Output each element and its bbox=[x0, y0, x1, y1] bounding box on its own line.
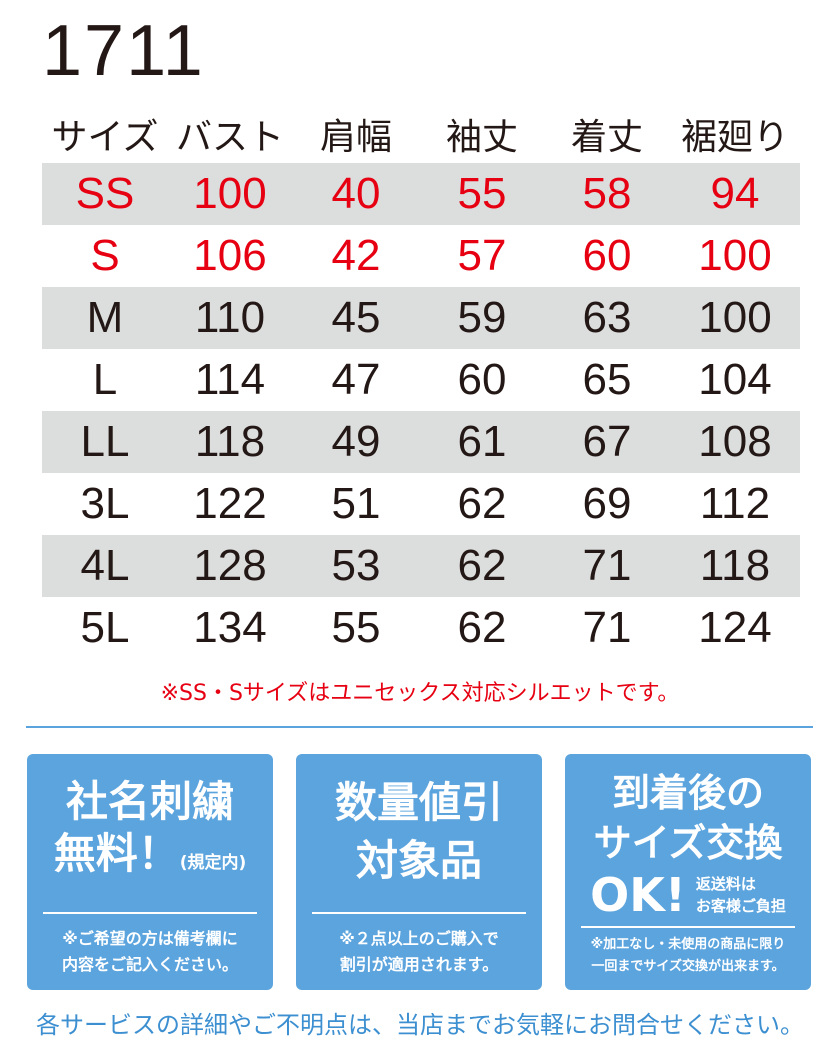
measurement-cell: 55 bbox=[457, 169, 507, 218]
note-line: ※ご希望の方は備考欄に bbox=[62, 929, 238, 948]
header-cell: 裾廻り bbox=[680, 116, 789, 158]
table-row: 5L 134 55 62 71 124 bbox=[42, 597, 800, 659]
measurement-cell: 59 bbox=[457, 293, 507, 342]
measurement-cell: 100 bbox=[698, 231, 772, 280]
measurement-cell: 122 bbox=[193, 479, 267, 528]
ok-text: OK! bbox=[590, 868, 686, 922]
measurement-cell: 69 bbox=[582, 479, 632, 528]
measurement-cell: 58 bbox=[582, 169, 632, 218]
table-row: 3L 122 51 62 69 112 bbox=[42, 473, 800, 535]
measurement-cell: 55 bbox=[331, 603, 381, 652]
measurement-cell: 124 bbox=[698, 603, 772, 652]
header-cell: サイズ bbox=[51, 116, 159, 158]
measurement-cell: 114 bbox=[194, 355, 266, 404]
divider bbox=[26, 726, 813, 728]
unisex-note: ※SS・Sサイズはユニセックス対応シルエットです。 bbox=[160, 681, 680, 706]
measurement-cell: 112 bbox=[699, 479, 771, 528]
measurement-cell: 100 bbox=[193, 169, 267, 218]
measurement-cell: 71 bbox=[582, 603, 632, 652]
box-divider bbox=[581, 926, 795, 928]
measurement-cell: 62 bbox=[457, 541, 507, 590]
size-table: サイズ バスト 肩幅 袖丈 着丈 裾廻り SS 100 40 55 58 94 S 106 42… bbox=[42, 104, 800, 659]
measurement-cell: 67 bbox=[582, 417, 632, 466]
size-label: L bbox=[92, 355, 118, 404]
measurement-cell: 63 bbox=[582, 293, 632, 342]
measurement-cell: 110 bbox=[194, 293, 266, 342]
size-label: SS bbox=[75, 169, 135, 218]
table-row: SS 100 40 55 58 94 bbox=[42, 163, 800, 225]
note-line: 一回までサイズ交換が出来ます。 bbox=[591, 959, 785, 974]
measurement-cell: 100 bbox=[698, 293, 772, 342]
measurement-cell: 53 bbox=[331, 541, 381, 590]
table-row: LL 118 49 61 67 108 bbox=[42, 411, 800, 473]
ok-row: OK! 返送料はお客様ご負担 bbox=[565, 868, 811, 922]
note-line: お客様ご負担 bbox=[695, 897, 786, 915]
size-label: 5L bbox=[80, 603, 130, 652]
size-label: S bbox=[90, 231, 120, 280]
measurement-cell: 61 bbox=[457, 417, 507, 466]
heading-line: 社名刺繍 bbox=[65, 777, 234, 826]
measurement-cell: 128 bbox=[193, 541, 267, 590]
size-label: LL bbox=[80, 417, 130, 466]
measurement-cell: 40 bbox=[331, 169, 381, 218]
table-row: M 110 45 59 63 100 bbox=[42, 287, 800, 349]
header-cell: 肩幅 bbox=[319, 116, 392, 158]
table-row: L 114 47 60 65 104 bbox=[42, 349, 800, 411]
discount-box: 数量値引対象品 ※２点以上のご購入で 割引が適用されます。 bbox=[296, 754, 542, 990]
measurement-cell: 57 bbox=[457, 231, 507, 280]
box-heading: 数量値引 対象品 bbox=[296, 774, 542, 890]
contact-footer: 各サービスの詳細やご不明点は、当店までお気軽にお問合せください。 bbox=[36, 1011, 804, 1039]
measurement-cell: 108 bbox=[698, 417, 772, 466]
measurement-cell: 65 bbox=[582, 355, 632, 404]
table-header: サイズ バスト 肩幅 袖丈 着丈 裾廻り bbox=[42, 104, 800, 163]
measurement-cell: 106 bbox=[193, 231, 267, 280]
measurement-cell: 94 bbox=[710, 169, 760, 218]
table-row: 4L 128 53 62 71 118 bbox=[42, 535, 800, 597]
box-note: ※２点以上のご購入で 割引が適用されます。 bbox=[296, 926, 542, 978]
heading-line: 対象品 bbox=[355, 836, 482, 885]
measurement-cell: 134 bbox=[193, 603, 267, 652]
box-divider bbox=[43, 912, 257, 914]
measurement-cell: 71 bbox=[582, 541, 632, 590]
heading-line: 到着後の bbox=[611, 771, 764, 815]
return-fee-note: 返送料はお客様ご負担 bbox=[696, 873, 786, 917]
measurement-cell: 42 bbox=[331, 231, 381, 280]
box-divider bbox=[312, 912, 526, 914]
measurement-cell: 104 bbox=[698, 355, 772, 404]
box-note: ※加工なし・未使用の商品に限り 一回までサイズ交換が出来ます。 bbox=[565, 934, 811, 978]
note-line: ※２点以上のご購入で bbox=[339, 929, 499, 948]
note-line: 内容をご記入ください。 bbox=[61, 955, 238, 974]
measurement-cell: 51 bbox=[331, 479, 381, 528]
size-label: 4L bbox=[80, 541, 130, 590]
heading-small: (規定内) bbox=[179, 853, 247, 873]
note-line: 割引が適用されます。 bbox=[339, 955, 499, 974]
product-number: 1711 bbox=[42, 11, 205, 91]
measurement-cell: 49 bbox=[331, 417, 381, 466]
measurement-cell: 62 bbox=[457, 479, 507, 528]
size-exchange-box: 到着後のサイズ交換 OK! 返送料はお客様ご負担 ※加工なし・未使用の商品に限り… bbox=[565, 754, 811, 990]
heading-line: サイズ交換 bbox=[593, 821, 783, 865]
heading-line: 数量値引 bbox=[334, 778, 503, 827]
heading-line: 無料！ bbox=[53, 829, 180, 878]
note-line: 返送料は bbox=[695, 875, 756, 893]
embroidery-box: 社名刺繍 無料！(規定内) ※ご希望の方は備考欄に 内容をご記入ください。 bbox=[27, 754, 273, 990]
size-label: 3L bbox=[80, 479, 130, 528]
box-heading: 到着後の サイズ交換 bbox=[565, 768, 811, 868]
measurement-cell: 45 bbox=[331, 293, 381, 342]
header-cell: バスト bbox=[175, 116, 284, 158]
measurement-cell: 60 bbox=[582, 231, 632, 280]
note-line: ※加工なし・未使用の商品に限り bbox=[590, 937, 786, 952]
header-cell: 着丈 bbox=[570, 116, 643, 158]
box-note: ※ご希望の方は備考欄に 内容をご記入ください。 bbox=[27, 926, 273, 978]
measurement-cell: 47 bbox=[331, 355, 381, 404]
measurement-cell: 118 bbox=[699, 541, 771, 590]
measurement-cell: 118 bbox=[194, 417, 266, 466]
measurement-cell: 60 bbox=[457, 355, 507, 404]
measurement-cell: 62 bbox=[457, 603, 507, 652]
header-cell: 袖丈 bbox=[445, 116, 518, 158]
size-label: M bbox=[86, 293, 124, 342]
table-row: S 106 42 57 60 100 bbox=[42, 225, 800, 287]
box-heading: 社名刺繍 無料！(規定内) bbox=[27, 776, 273, 889]
